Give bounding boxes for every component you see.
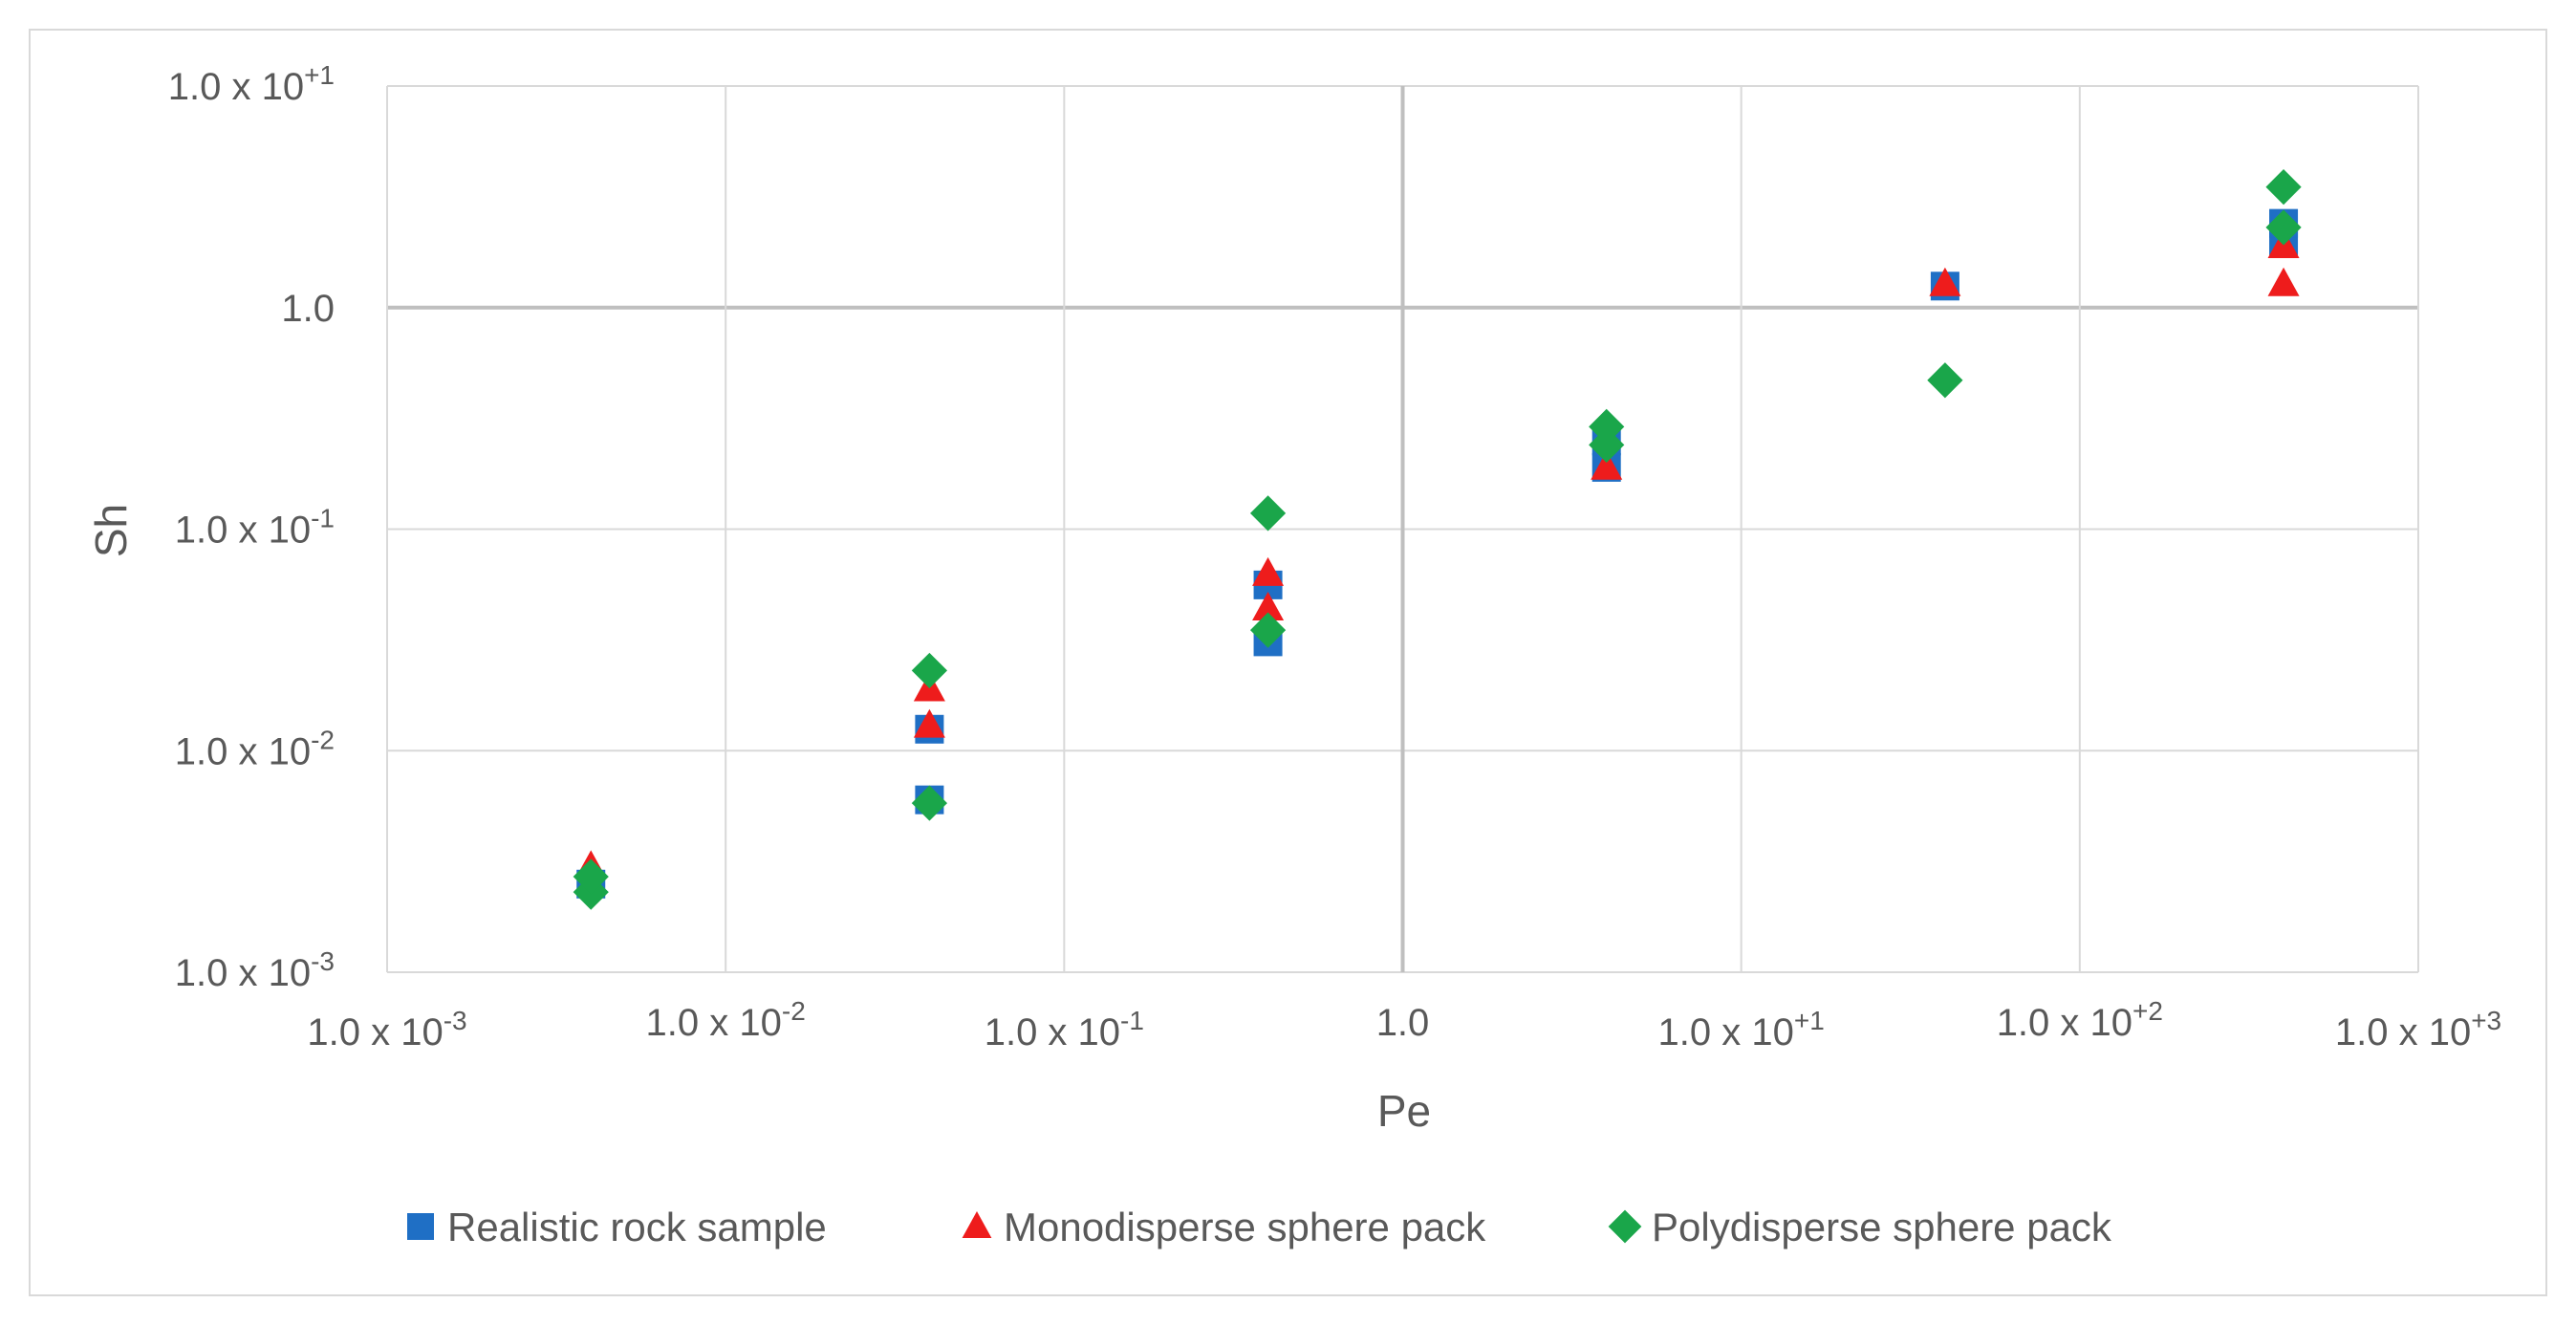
y-tick-label: 1.0 x 10-3	[175, 946, 335, 994]
data-point-triangle	[1929, 267, 1961, 296]
data-point-diamond	[2265, 209, 2302, 246]
legend-marker-diamond	[1608, 1209, 1642, 1244]
legend-marker-square	[407, 1213, 434, 1240]
data-point-diamond	[573, 858, 609, 895]
data-point-diamond	[911, 785, 947, 821]
legend-label: Realistic rock sample	[447, 1205, 827, 1249]
x-tick-label: 1.0 x 10+1	[1658, 1006, 1825, 1053]
y-tick-label: 1.0	[281, 288, 335, 330]
y-tick-labels: 1.0 x 10-3 1.0 x 10-2 1.0 x 10-1 1.0 1.0 x 1…	[168, 60, 335, 994]
legend-item: Monodisperse sphere pack	[962, 1205, 1486, 1249]
x-tick-label: 1.0 x 10+2	[1997, 996, 2163, 1044]
data-point-diamond	[1927, 362, 1963, 399]
grid-lines	[386, 85, 2419, 973]
data-point-diamond	[1249, 495, 1287, 532]
x-tick-label: 1.0	[1376, 1002, 1430, 1044]
legend-item: Realistic rock sample	[407, 1205, 827, 1249]
x-tick-label: 1.0 x 10-1	[985, 1006, 1144, 1053]
data-point-diamond	[911, 652, 947, 689]
x-tick-label: 1.0 x 10+3	[2335, 1006, 2501, 1053]
y-tick-label: 1.0 x 10-1	[175, 504, 335, 552]
data-point-diamond	[1589, 408, 1625, 445]
legend: Realistic rock sample Monodisperse sphere…	[407, 1205, 2112, 1249]
data-point-diamond	[2265, 169, 2302, 206]
data-point-triangle	[1252, 556, 1285, 586]
data-point-diamond	[1249, 612, 1287, 648]
x-axis-label: Pe	[1377, 1086, 1431, 1136]
y-axis-label: Sh	[86, 504, 136, 557]
data-point-triangle	[1252, 592, 1285, 620]
data-point-triangle	[913, 708, 945, 738]
x-tick-labels: 1.0 x 10-3 1.0 x 10-2 1.0 x 10-1 1.0 1.0 x 1…	[307, 996, 2501, 1053]
legend-item: Polydisperse sphere pack	[1608, 1205, 2112, 1249]
data-point-diamond	[1589, 426, 1625, 463]
y-tick-label: 1.0 x 10+1	[168, 60, 335, 108]
x-tick-label: 1.0 x 10-3	[307, 1006, 466, 1053]
legend-label: Polydisperse sphere pack	[1652, 1205, 2112, 1249]
data-points	[573, 169, 2302, 910]
legend-marker-triangle	[962, 1211, 992, 1238]
data-point-triangle	[1591, 450, 1623, 480]
series-square	[576, 208, 2299, 899]
chart-frame	[29, 29, 2547, 1296]
series-diamond	[573, 169, 2302, 910]
legend-label: Monodisperse sphere pack	[1004, 1205, 1486, 1249]
series-triangle	[574, 229, 2300, 880]
x-tick-label: 1.0 x 10-2	[646, 996, 806, 1044]
data-point-triangle	[2267, 267, 2300, 296]
y-tick-label: 1.0 x 10-2	[175, 725, 335, 772]
